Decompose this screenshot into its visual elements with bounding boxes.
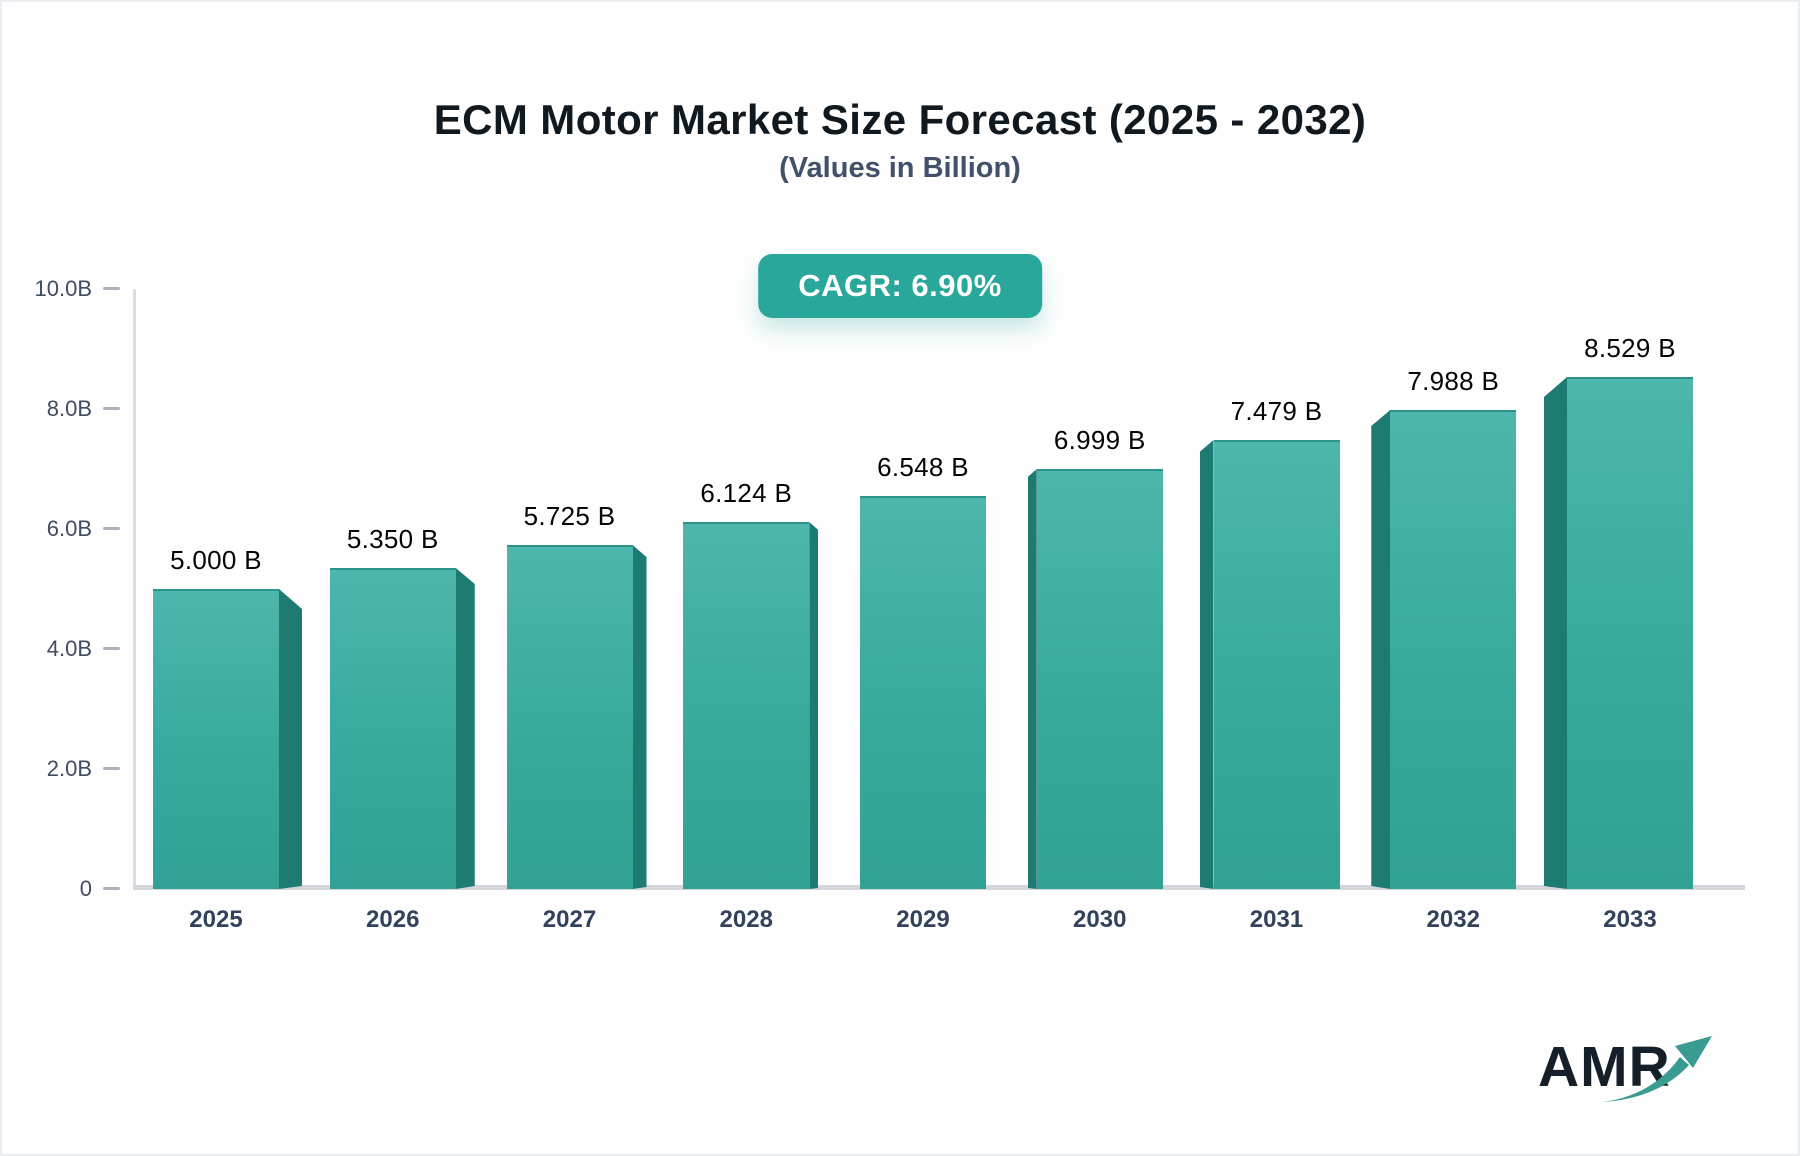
bar-value-label: 5.350 B xyxy=(346,524,439,554)
chart-title: ECM Motor Market Size Forecast (2025 - 2… xyxy=(433,96,1367,143)
bar-side-face xyxy=(809,522,818,889)
x-axis-label: 2025 xyxy=(189,906,243,933)
bar-2027 xyxy=(506,545,633,889)
bar-2025 xyxy=(153,589,279,889)
chart-subtitle: (Values in Billion) xyxy=(779,152,1021,184)
y-tick-label: 4.0B xyxy=(46,636,92,661)
bar-value-label: 7.479 B xyxy=(1230,396,1323,426)
y-tick-label: 6.0B xyxy=(46,516,92,541)
bar-side-face xyxy=(1544,377,1567,889)
x-axis-label: 2030 xyxy=(1073,906,1127,933)
y-tick-label: 10.0B xyxy=(34,276,93,301)
y-tick-mark xyxy=(103,287,120,290)
y-tick-mark xyxy=(103,407,120,410)
x-axis-label: 2031 xyxy=(1249,906,1304,933)
y-tick-label: 0 xyxy=(79,876,92,901)
x-axis-label: 2026 xyxy=(366,906,420,933)
bar-value-label: 5.000 B xyxy=(170,545,262,575)
growth-arrow-icon xyxy=(1602,1036,1712,1102)
bar-side-face xyxy=(633,545,647,889)
cagr-badge: CAGR: 6.90% xyxy=(758,254,1042,318)
bar-2033 xyxy=(1567,377,1693,889)
x-axis-label: 2032 xyxy=(1426,906,1480,933)
y-tick-mark xyxy=(103,647,120,650)
bar-side-face xyxy=(1028,469,1037,889)
bar-value-label: 5.725 B xyxy=(523,501,616,531)
y-tick-label: 2.0B xyxy=(46,756,92,781)
bar-2030 xyxy=(1036,469,1163,889)
bar-2032 xyxy=(1390,410,1517,889)
bar-side-face xyxy=(1371,410,1390,889)
bar-2028 xyxy=(683,522,810,889)
bar-side-face xyxy=(279,589,302,889)
bar-value-label: 8.529 B xyxy=(1584,333,1676,363)
y-tick-label: 8.0B xyxy=(46,396,92,421)
y-axis-line xyxy=(133,289,136,890)
bar-value-label: 6.548 B xyxy=(877,452,969,482)
x-axis-label: 2027 xyxy=(542,906,597,933)
x-axis-label: 2029 xyxy=(896,906,950,933)
bar-2029 xyxy=(860,496,986,889)
bar-2026 xyxy=(329,568,456,889)
y-tick-mark xyxy=(103,887,120,890)
bar-value-label: 6.999 B xyxy=(1053,425,1146,455)
bar-side-face xyxy=(1200,440,1214,889)
amr-logo: AMR xyxy=(1538,1036,1728,1116)
x-axis-label: 2033 xyxy=(1603,906,1657,933)
x-axis-label: 2028 xyxy=(719,906,773,933)
bar-value-label: 7.988 B xyxy=(1407,366,1500,396)
bar-2031 xyxy=(1213,440,1340,889)
bar-side-face xyxy=(456,568,475,889)
y-tick-mark xyxy=(103,767,120,770)
y-tick-mark xyxy=(103,527,120,530)
bar-value-label: 6.124 B xyxy=(700,478,793,508)
